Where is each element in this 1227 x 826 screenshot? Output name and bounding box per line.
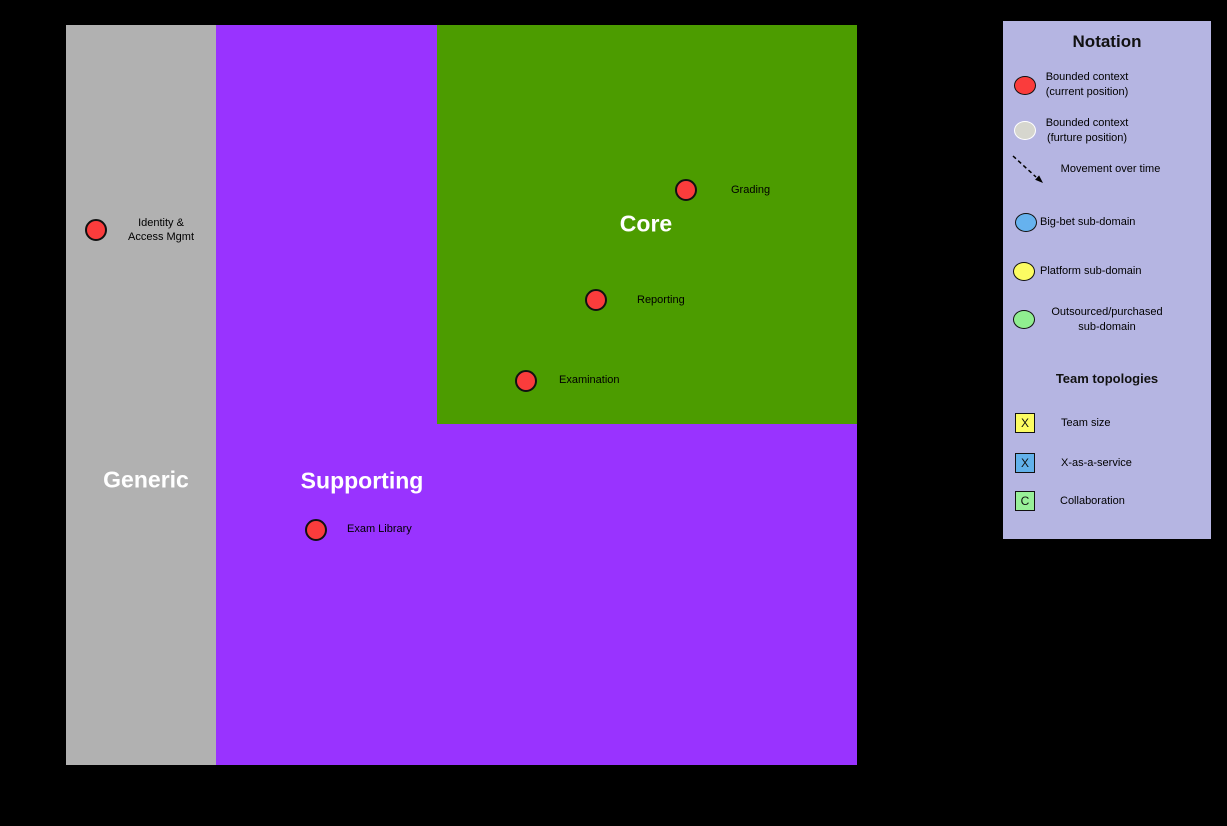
region-label-supporting: Supporting xyxy=(300,467,424,494)
legend-line: Bounded context xyxy=(1045,71,1129,83)
notation-title: Notation xyxy=(1072,32,1142,51)
notation-panel: Notation Bounded context (current positi… xyxy=(1003,21,1211,539)
bounded-context-exam-library xyxy=(305,519,327,541)
x-as-a-service-label: X-as-a-service xyxy=(1061,457,1132,469)
region-generic xyxy=(66,25,216,765)
outsourced-subdomain-icon xyxy=(1013,310,1035,329)
region-label-core: Core xyxy=(619,210,673,237)
collaboration-icon: C xyxy=(1015,491,1035,511)
bounded-context-grading xyxy=(675,179,697,201)
bounded-context-label-examination: Examination xyxy=(559,374,620,386)
team-size-label: Team size xyxy=(1061,417,1111,429)
legend-line: (furture position) xyxy=(1046,132,1128,144)
movement-over-time-label: Movement over time xyxy=(1060,163,1161,175)
region-label-generic: Generic xyxy=(103,466,189,493)
legend-line: sub-domain xyxy=(1078,321,1136,333)
bounded-context-label-reporting: Reporting xyxy=(637,294,685,306)
bounded-context-future-label: Bounded context (furture position) xyxy=(1037,116,1137,146)
bounded-context-label-identity-access-mgmt: Identity & Access Mgmt xyxy=(127,217,195,243)
bounded-context-reporting xyxy=(585,289,607,311)
region-core xyxy=(437,25,857,424)
legend-line: (current position) xyxy=(1045,86,1129,98)
outsourced-subdomain-label: Outsourced/purchased sub-domain xyxy=(1047,305,1167,335)
bounded-context-future-icon xyxy=(1014,121,1036,140)
bounded-context-examination xyxy=(515,370,537,392)
platform-subdomain-icon xyxy=(1013,262,1035,281)
legend-line: Bounded context xyxy=(1045,117,1129,129)
x-as-a-service-icon: X xyxy=(1015,453,1035,473)
big-bet-subdomain-icon xyxy=(1015,213,1037,232)
bounded-context-current-icon xyxy=(1014,76,1036,95)
team-topologies-title: Team topologies xyxy=(1055,371,1159,386)
team-size-icon: X xyxy=(1015,413,1035,433)
bounded-context-label-grading: Grading xyxy=(731,184,771,196)
bounded-context-current-label: Bounded context (current position) xyxy=(1037,70,1137,100)
movement-over-time-arrow-icon xyxy=(1012,155,1043,183)
bounded-context-identity-access-mgmt xyxy=(85,219,107,241)
collaboration-label: Collaboration xyxy=(1060,495,1125,507)
legend-line: Outsourced/purchased xyxy=(1051,306,1163,318)
platform-subdomain-label: Platform sub-domain xyxy=(1040,265,1142,277)
big-bet-subdomain-label: Big-bet sub-domain xyxy=(1040,216,1136,228)
bounded-context-label-exam-library: Exam Library xyxy=(347,523,412,535)
